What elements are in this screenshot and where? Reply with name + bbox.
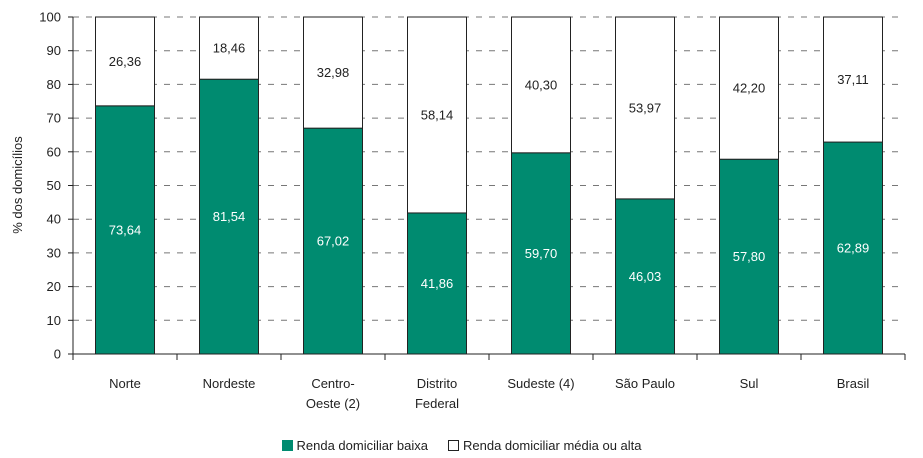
data-label-low-income: 57,80 <box>733 249 766 264</box>
legend-item-mid-high-income: Renda domiciliar média ou alta <box>448 438 642 453</box>
y-tick-label: 40 <box>47 212 61 227</box>
data-label-low-income: 46,03 <box>629 269 662 284</box>
bar-mid-high-income <box>95 16 155 107</box>
data-label-mid-high-income: 58,14 <box>421 107 454 122</box>
data-label-low-income: 81,54 <box>213 209 246 224</box>
bar-low-income <box>511 152 571 355</box>
x-tick-label: Sudeste (4) <box>507 376 574 391</box>
y-tick-label: 20 <box>47 279 61 294</box>
x-tick-label: Federal <box>415 396 459 411</box>
bar-mid-high-income <box>615 16 675 200</box>
data-label-low-income: 41,86 <box>421 276 454 291</box>
data-label-low-income: 67,02 <box>317 234 350 249</box>
y-axis-label: % dos domicílios <box>10 136 25 234</box>
legend-swatch-low-income <box>281 440 293 451</box>
y-tick-label: 30 <box>47 245 61 260</box>
axes <box>68 16 906 360</box>
legend: Renda domiciliar baixa Renda domiciliar … <box>0 438 923 453</box>
data-label-mid-high-income: 26,36 <box>109 54 142 69</box>
bar-low-income <box>95 105 155 355</box>
y-tick-label: 70 <box>47 111 61 126</box>
data-label-mid-high-income: 18,46 <box>213 41 246 56</box>
legend-swatch-mid-high-income <box>448 440 460 451</box>
data-label-low-income: 73,64 <box>109 222 142 237</box>
legend-item-low-income: Renda domiciliar baixa <box>281 438 429 453</box>
y-tick-label: 50 <box>47 178 61 193</box>
data-label-mid-high-income: 53,97 <box>629 100 662 115</box>
bar-low-income <box>615 198 675 355</box>
y-tick-labels: 0 10 20 30 40 50 60 70 80 90 100 <box>39 10 61 362</box>
y-tick-label: 90 <box>47 43 61 58</box>
data-label-mid-high-income: 42,20 <box>733 81 766 96</box>
y-tick-label: 80 <box>47 77 61 92</box>
data-label-low-income: 62,89 <box>837 241 870 256</box>
bar-mid-high-income <box>303 16 363 129</box>
data-label-low-income: 59,70 <box>525 246 558 261</box>
x-tick-label: Distrito <box>417 376 457 391</box>
x-tick-label: Centro- <box>311 376 354 391</box>
y-tick-label: 0 <box>54 347 61 362</box>
grid-lines <box>73 16 905 321</box>
x-tick-label: Oeste (2) <box>306 396 360 411</box>
y-tick-label: 100 <box>39 10 61 25</box>
data-label-mid-high-income: 37,11 <box>837 72 869 87</box>
legend-label-mid-high-income: Renda domiciliar média ou alta <box>463 438 642 453</box>
x-tick-label: São Paulo <box>615 376 675 391</box>
bar-low-income <box>719 158 779 355</box>
bar-mid-high-income <box>199 16 259 80</box>
data-label-mid-high-income: 40,30 <box>525 77 558 92</box>
bar-low-income <box>303 127 363 355</box>
x-tick-label: Sul <box>740 376 759 391</box>
y-tick-label: 60 <box>47 144 61 159</box>
bar-mid-high-income <box>511 16 571 154</box>
x-tick-label: Nordeste <box>203 376 256 391</box>
bar-mid-high-income <box>407 16 467 214</box>
legend-label-low-income: Renda domiciliar baixa <box>296 438 429 453</box>
y-tick-label: 10 <box>47 313 61 328</box>
bar-mid-high-income <box>719 16 779 160</box>
x-tick-label: Norte <box>109 376 141 391</box>
bar-mid-high-income <box>823 16 883 143</box>
x-tick-labels: Norte Nordeste Centro- Oeste (2) Distrito Fed… <box>109 376 869 411</box>
x-tick-label: Brasil <box>837 376 870 391</box>
data-label-mid-high-income: 32,98 <box>317 65 350 80</box>
